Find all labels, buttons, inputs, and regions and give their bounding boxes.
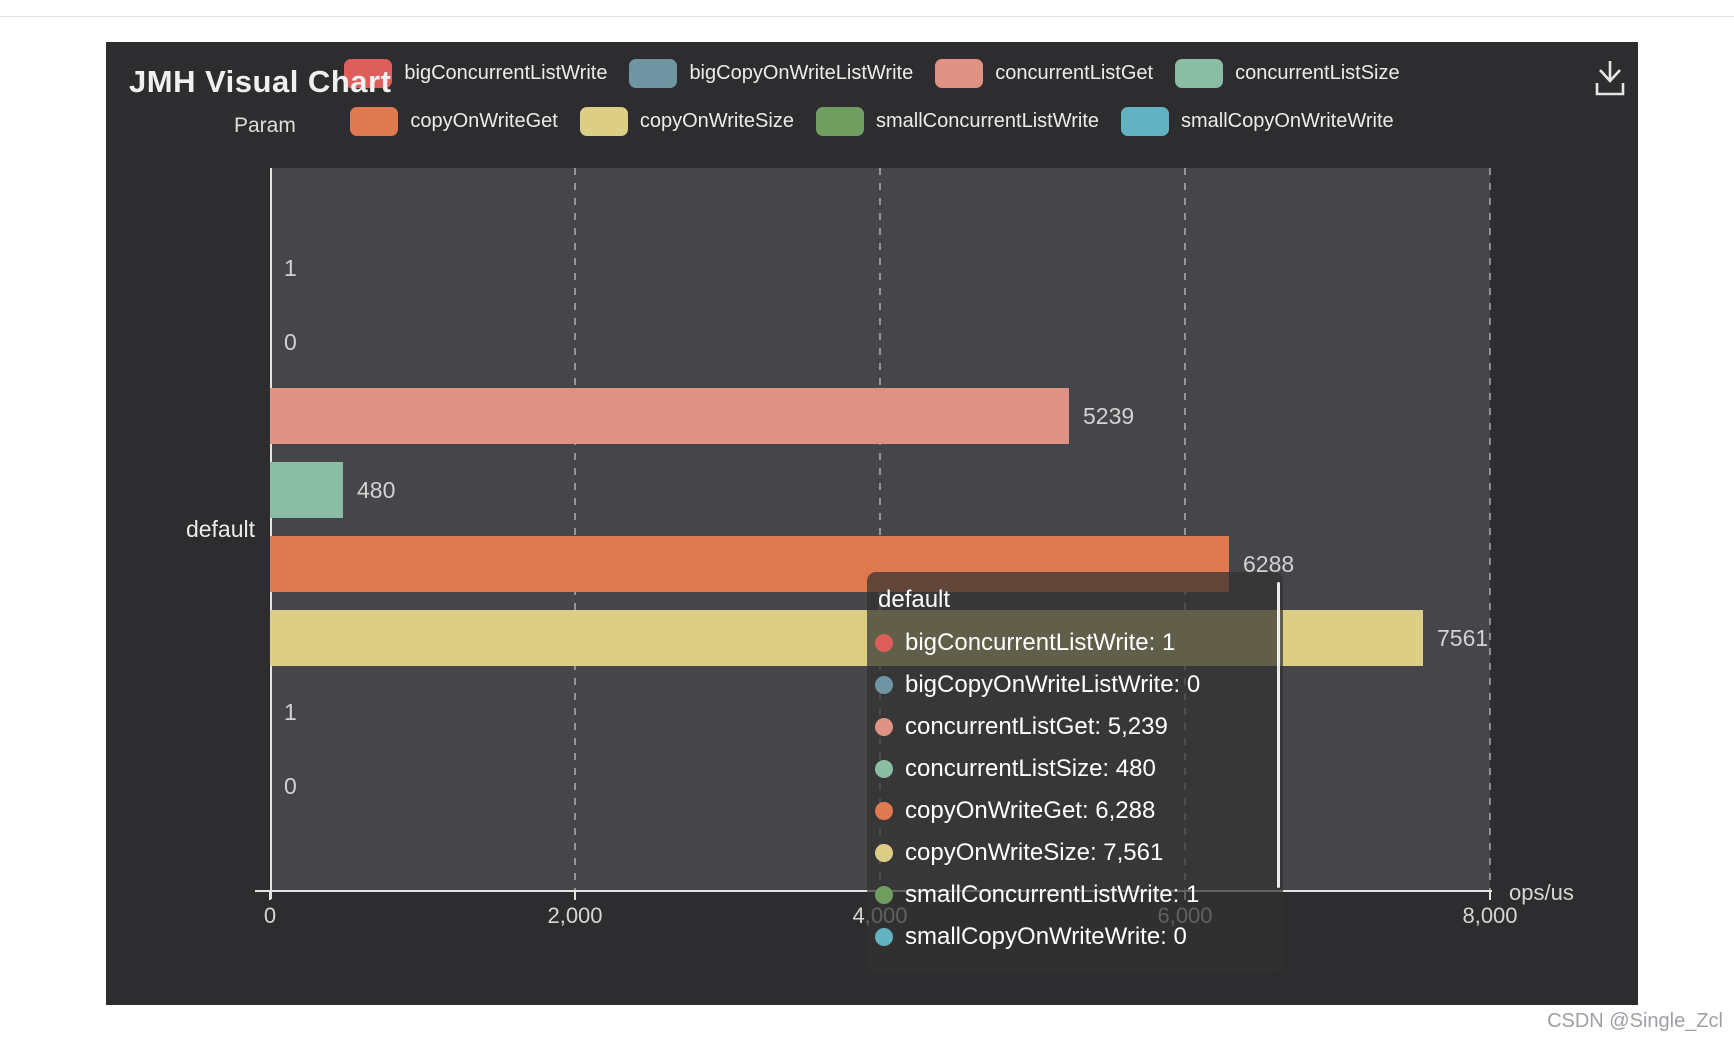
bar-value-label: 7561 [1437,625,1489,651]
tooltip-scrollbar[interactable] [1277,582,1280,888]
tooltip-row-label: smallConcurrentListWrite: 1 [905,881,1200,908]
tooltip-row-label: smallCopyOnWriteWrite: 0 [905,923,1187,950]
tooltip-row: bigConcurrentListWrite: 1 [875,622,1275,664]
tooltip-row: copyOnWriteGet: 6,288 [875,790,1275,832]
legend-item-label: concurrentListSize [1235,62,1400,84]
legend-item-bigConcurrentListWrite[interactable]: bigConcurrentListWrite [344,59,607,88]
x-axis-tick [269,890,271,900]
legend-item-label: smallCopyOnWriteWrite [1181,110,1394,132]
y-axis-name-label: Param [234,114,296,137]
legend-item-label: copyOnWriteSize [639,110,794,132]
legend-item-bigCopyOnWriteListWrite[interactable]: bigCopyOnWriteListWrite [629,59,913,88]
legend-item-label: smallConcurrentListWrite [875,110,1099,132]
bar-concurrentListSize[interactable] [270,462,343,518]
series-color-dot-icon [875,718,893,736]
chart-title: JMH Visual Chart [129,64,392,99]
series-color-dot-icon [875,886,893,904]
x-axis-tick [1489,890,1491,900]
legend-swatch-icon [1175,59,1224,88]
tooltip-row-label: bigConcurrentListWrite: 1 [905,629,1176,656]
legend-swatch-icon [815,107,864,136]
x-tick-label: 0 [263,903,277,928]
series-color-dot-icon [875,760,893,778]
chart-panel: JMH Visual Chart Param bigConcurrentList… [106,42,1638,1005]
tooltip-row-label: copyOnWriteSize: 7,561 [905,839,1164,866]
legend-swatch-icon [1121,107,1169,136]
legend-item-label: bigCopyOnWriteListWrite [689,62,914,84]
gridline [1489,168,1491,890]
x-tick-label: 8,000 [1462,903,1518,928]
legend-swatch-icon [579,107,628,136]
legend-swatch-icon [935,59,984,88]
bar-value-label: 0 [284,773,297,799]
tooltip: default bigConcurrentListWrite: 1 bigCopy… [867,572,1283,972]
tooltip-row: concurrentListGet: 5,239 [875,706,1275,748]
series-color-dot-icon [875,844,893,862]
x-tick-label: 2,000 [547,903,603,928]
tooltip-rows: bigConcurrentListWrite: 1 bigCopyOnWriteL… [875,622,1275,958]
tooltip-row-label: copyOnWriteGet: 6,288 [905,797,1156,824]
series-color-dot-icon [875,634,893,652]
legend-swatch-icon [629,59,678,88]
bar-value-label: 1 [284,699,297,725]
bar-value-label: 0 [284,329,297,355]
legend-item-label: copyOnWriteGet [410,110,558,132]
bar-value-label: 5239 [1083,403,1135,429]
legend-swatch-icon [344,59,393,88]
tooltip-title: default [878,586,951,613]
tooltip-row: smallCopyOnWriteWrite: 0 [875,916,1275,958]
legend-item-label: bigConcurrentListWrite [404,62,608,84]
x-axis-tick [574,890,576,900]
bar-value-label: 480 [357,477,396,503]
tooltip-row: bigCopyOnWriteListWrite: 0 [875,664,1275,706]
series-color-dot-icon [875,676,893,694]
series-color-dot-icon [875,928,893,946]
legend-item-concurrentListSize[interactable]: concurrentListSize [1175,59,1400,88]
tooltip-row: smallConcurrentListWrite: 1 [875,874,1275,916]
legend-item-smallCopyOnWriteWrite[interactable]: smallCopyOnWriteWrite [1121,107,1394,136]
gridline [1184,168,1186,890]
tooltip-row-label: concurrentListSize: 480 [905,755,1156,782]
legend-item-concurrentListGet[interactable]: concurrentListGet [935,59,1153,88]
gridline [574,168,576,890]
legend-row-1: bigConcurrentListWrite bigCopyOnWriteList… [106,59,1638,88]
download-icon[interactable] [1593,58,1627,102]
tooltip-row: copyOnWriteSize: 7,561 [875,832,1275,874]
legend-row-2: copyOnWriteGet copyOnWriteSize smallConcur… [106,107,1638,136]
x-axis-name-label: ops/us [1509,880,1574,905]
legend-item-copyOnWriteSize[interactable]: copyOnWriteSize [579,107,794,136]
series-color-dot-icon [875,802,893,820]
page-top-divider [0,16,1734,17]
legend-item-smallConcurrentListWrite[interactable]: smallConcurrentListWrite [815,107,1099,136]
legend-item-copyOnWriteGet[interactable]: copyOnWriteGet [350,107,558,136]
y-axis-line [270,168,272,899]
tooltip-row-label: concurrentListGet: 5,239 [905,713,1168,740]
tooltip-row: concurrentListSize: 480 [875,748,1275,790]
bar-value-label: 1 [284,255,297,281]
bar-concurrentListGet[interactable] [270,388,1069,444]
legend-item-label: concurrentListGet [995,62,1154,84]
gridline [879,168,881,890]
tooltip-row-label: bigCopyOnWriteListWrite: 0 [905,671,1201,698]
legend-swatch-icon [350,107,399,136]
y-axis-category-label: default [185,516,255,542]
watermark: CSDN @Single_Zcl [1547,1010,1723,1032]
